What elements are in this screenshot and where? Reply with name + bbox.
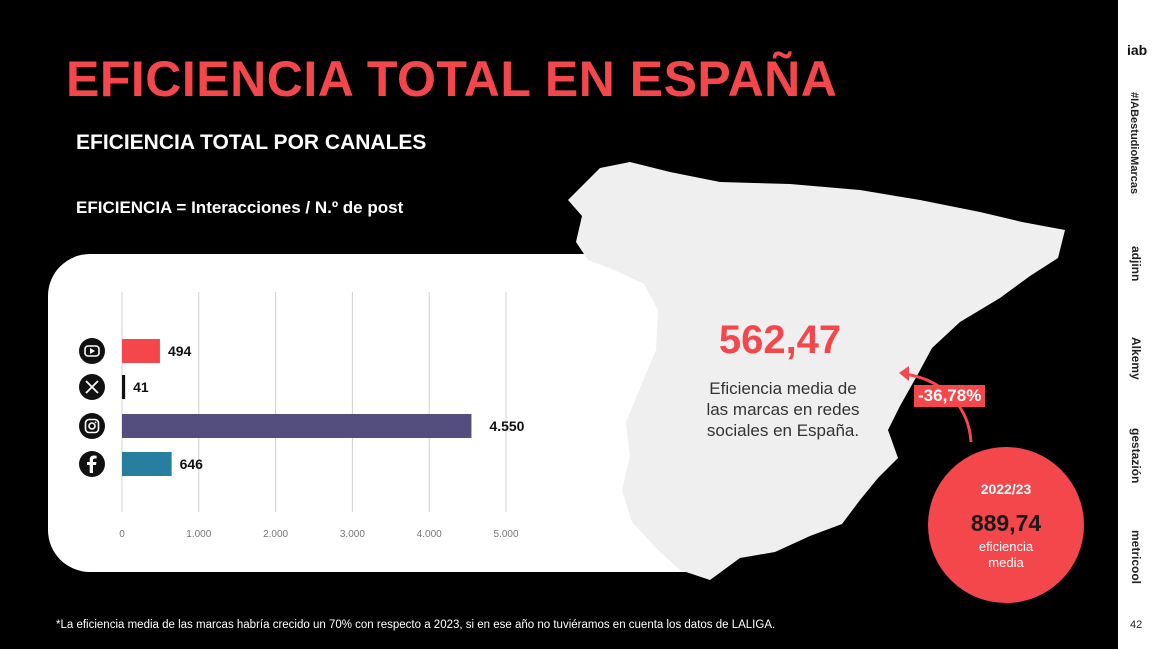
bar-value-label: 494 <box>168 343 192 359</box>
sponsor-logo-adjinn: adjinn <box>1129 246 1143 282</box>
previous-efficiency-value: 889,74 <box>970 510 1042 536</box>
current-efficiency-description: Eficiencia media de las marcas en redes … <box>686 378 880 441</box>
page-number: 42 <box>1130 619 1143 631</box>
description-line: sociales en España. <box>706 421 860 440</box>
bar-value-label: 646 <box>180 456 204 472</box>
bar-instagram <box>122 414 472 438</box>
change-percent-badge: -36,78% <box>914 385 986 407</box>
bar-value-label: 41 <box>133 379 149 395</box>
section-subtitle: EFICIENCIA TOTAL POR CANALES <box>76 131 427 154</box>
chart-panel <box>48 254 688 572</box>
description-line: las marcas en redes <box>706 400 860 419</box>
hashtag: #IABestudioMarcas <box>1128 92 1140 195</box>
x-tick-label: 2.000 <box>263 529 288 540</box>
sponsor-logo-gestazion: gestazión <box>1129 428 1143 484</box>
current-efficiency-value: 562,47 <box>718 318 842 362</box>
sponsor-sidebar: iab #IABestudioMarcas adjinn Alkemy gest… <box>1118 0 1155 649</box>
previous-efficiency-circle: 2022/23 889,74 eficiencia media <box>928 447 1084 603</box>
previous-season: 2022/23 <box>980 481 1032 497</box>
previous-label-line: eficiencia <box>978 539 1034 554</box>
sponsor-logo-alkemy: Alkemy <box>1129 337 1143 380</box>
footnote: *La eficiencia media de las marcas habrí… <box>56 619 776 631</box>
x-icon <box>79 374 105 400</box>
bar-x <box>122 375 126 399</box>
iab-logo: iab <box>1127 42 1148 58</box>
x-tick-label: 1.000 <box>186 529 211 540</box>
efficiency-formula: EFICIENCIA = Interacciones / N.º de post <box>76 198 404 217</box>
spain-map <box>568 162 1065 580</box>
x-tick-label: 0 <box>119 529 125 540</box>
bar-facebook <box>122 452 172 476</box>
bar-value-label: 4.550 <box>489 418 524 434</box>
page-title: EFICIENCIA TOTAL EN ESPAÑA <box>66 51 838 107</box>
x-tick-label: 4.000 <box>417 529 442 540</box>
change-arrow-icon <box>899 366 973 443</box>
previous-label-line: media <box>988 555 1024 570</box>
bar-youtube <box>122 339 160 363</box>
description-line: Eficiencia media de <box>709 379 857 398</box>
instagram-icon <box>79 413 105 439</box>
x-tick-label: 3.000 <box>340 529 365 540</box>
youtube-icon <box>79 338 105 364</box>
x-tick-label: 5.000 <box>493 529 518 540</box>
sponsor-logo-metricool: metricool <box>1129 530 1143 585</box>
facebook-icon <box>79 451 105 477</box>
efficiency-bar-chart: 0 1.000 2.000 3.000 4.000 5.000 494 41 4.550 646 <box>79 292 525 540</box>
